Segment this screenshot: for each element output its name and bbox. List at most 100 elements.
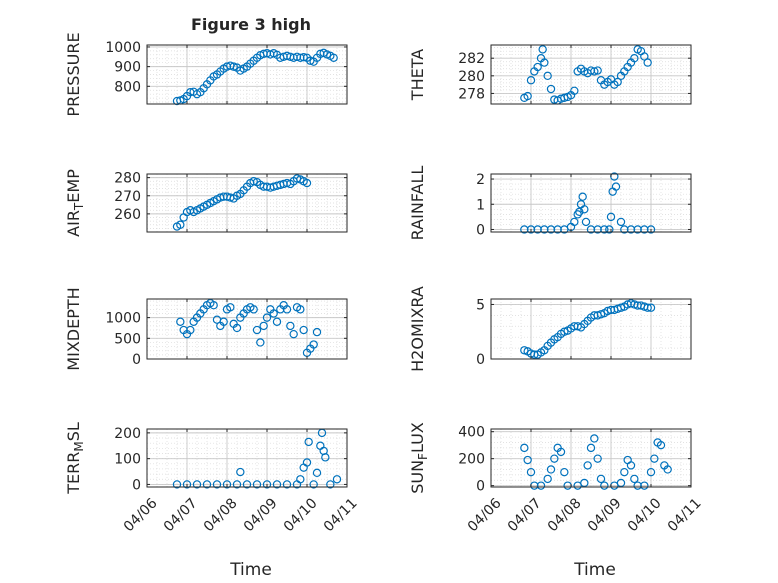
data-point xyxy=(304,437,313,447)
data-point xyxy=(630,54,639,63)
y-tick-label: 282 xyxy=(458,51,485,67)
data-point xyxy=(656,440,666,450)
data-point xyxy=(306,56,315,65)
data-point xyxy=(309,340,318,349)
y-tick-label: 0 xyxy=(476,479,485,495)
data-point xyxy=(252,480,262,489)
data-point xyxy=(329,53,338,62)
data-point xyxy=(546,465,556,474)
data-point xyxy=(232,480,242,489)
data-point xyxy=(296,475,305,484)
y-tick-label: 270 xyxy=(114,189,141,205)
y-axis-label: THETA xyxy=(408,49,427,101)
data-point xyxy=(219,317,228,326)
data-point xyxy=(269,309,278,318)
data-point xyxy=(229,62,238,71)
data-point xyxy=(643,303,652,312)
data-point xyxy=(212,480,222,489)
data-point xyxy=(222,480,232,489)
data-point xyxy=(520,443,529,453)
y-tick-label: 200 xyxy=(458,452,485,468)
data-point xyxy=(583,461,592,470)
data-point xyxy=(259,321,268,331)
y-tick-label: 1000 xyxy=(105,40,141,56)
data-point xyxy=(538,45,547,54)
y-axis-label: RAINFALL xyxy=(408,166,427,241)
data-point xyxy=(646,467,656,477)
y-tick-label: 800 xyxy=(114,79,141,95)
data-point xyxy=(626,461,636,470)
data-point xyxy=(611,182,621,191)
data-point xyxy=(590,434,599,443)
y-axis-label: PRESSURE xyxy=(64,32,83,116)
y-tick-label: 900 xyxy=(114,60,141,76)
x-axis-label-right: Time xyxy=(573,560,616,580)
data-point xyxy=(593,454,602,463)
data-point xyxy=(186,325,195,335)
data-point xyxy=(282,480,292,489)
data-point xyxy=(302,458,312,467)
data-point xyxy=(543,71,552,81)
data-point xyxy=(543,474,552,484)
axes-box xyxy=(146,173,348,233)
y-axis-label: MIXDEPTH xyxy=(64,287,83,370)
data-point xyxy=(616,217,626,227)
data-point xyxy=(299,52,308,62)
data-point xyxy=(575,207,584,217)
data-point xyxy=(536,481,546,490)
data-point xyxy=(209,301,218,310)
data-point xyxy=(272,317,282,326)
data-point xyxy=(252,325,262,335)
data-point xyxy=(546,84,556,94)
y-axis-label: AIRTEMP xyxy=(64,169,86,237)
data-point xyxy=(640,481,649,490)
data-point xyxy=(605,225,614,234)
y-axis-label: H2OMIXRA xyxy=(408,286,427,372)
figure-title: Figure 3 high xyxy=(191,15,311,34)
data-point xyxy=(650,454,659,463)
data-point xyxy=(613,77,622,87)
data-point xyxy=(620,467,629,477)
y-tick-label: 1 xyxy=(476,197,485,213)
data-point xyxy=(560,467,569,477)
data-point xyxy=(282,305,292,314)
data-point xyxy=(296,305,305,314)
data-point xyxy=(533,62,542,72)
data-point xyxy=(332,475,342,484)
subplot-rainfall: 0 1 2 RAINFALL xyxy=(408,166,692,241)
data-point xyxy=(236,467,245,477)
axes-box xyxy=(146,428,348,488)
data-point xyxy=(630,474,639,484)
data-point xyxy=(176,220,185,229)
y-tick-label: 200 xyxy=(114,426,141,442)
data-point xyxy=(326,480,335,489)
data-point xyxy=(646,225,656,234)
y-tick-label: 0 xyxy=(476,352,485,368)
data-point xyxy=(202,480,212,489)
data-point xyxy=(570,86,579,95)
data-point xyxy=(192,480,202,489)
axes-box xyxy=(490,298,692,360)
x-axis-label-left: Time xyxy=(229,560,272,580)
y-tick-label: 280 xyxy=(458,69,485,85)
data-point xyxy=(232,323,242,333)
data-point xyxy=(600,225,609,234)
subplot-mixdepth: 0 500 1000 MIXDEPTH xyxy=(64,287,348,371)
data-point xyxy=(302,178,312,188)
y-tick-label: 5 xyxy=(476,297,485,313)
y-axis-label: SUNFLUX xyxy=(408,422,430,494)
data-point xyxy=(172,480,182,489)
data-point xyxy=(289,329,298,339)
y-tick-label: 2 xyxy=(476,172,485,188)
data-point xyxy=(226,303,235,312)
data-point xyxy=(640,52,649,61)
y-tick-label: 0 xyxy=(132,477,141,493)
axes-box xyxy=(490,173,692,233)
y-tick-label: 278 xyxy=(458,86,485,102)
data-point xyxy=(596,474,606,484)
data-point xyxy=(590,67,599,76)
y-axis-label: TERRMSL xyxy=(64,422,86,495)
